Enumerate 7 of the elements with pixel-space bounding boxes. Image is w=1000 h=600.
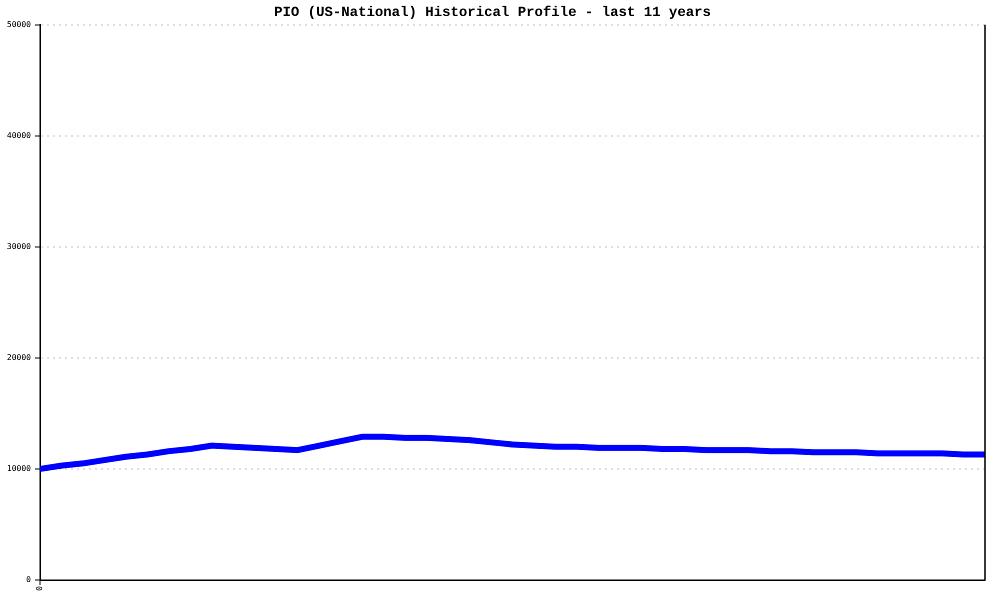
y-tick-label: 20000 xyxy=(6,353,32,362)
y-tick-label: 50000 xyxy=(6,20,32,29)
y-tick-label: 0 xyxy=(26,575,32,584)
y-tick-label: 10000 xyxy=(6,464,32,474)
chart-title: PIO (US-National) Historical Profile - last 11 years xyxy=(274,4,711,21)
y-tick-label: 30000 xyxy=(6,242,32,251)
y-tick-label: 40000 xyxy=(6,130,32,140)
